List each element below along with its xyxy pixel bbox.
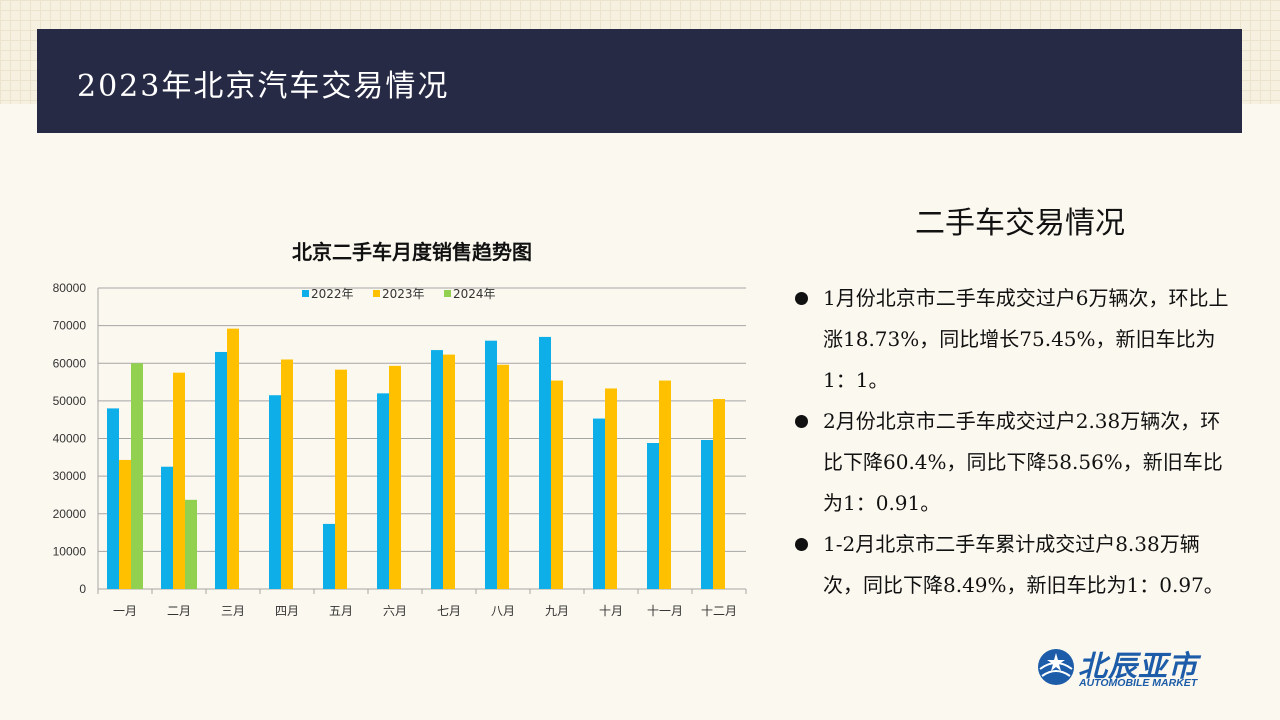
bullet-dot-icon	[795, 415, 808, 428]
bar-2022年	[269, 395, 281, 589]
bar-2023年	[605, 388, 617, 589]
bar-2023年	[173, 372, 185, 589]
x-tick-label: 七月	[437, 604, 461, 618]
bar-2022年	[377, 393, 389, 589]
y-tick-label: 0	[79, 582, 86, 596]
bar-2024年	[131, 363, 143, 589]
x-tick-label: 十二月	[701, 604, 737, 618]
bullet-dot-icon	[795, 292, 808, 305]
company-logo: 北辰亚市 AUTOMOBILE MARKET	[1036, 647, 1211, 691]
bar-2022年	[107, 408, 119, 589]
bar-2022年	[701, 440, 713, 589]
sales-trend-chart: 北京二手车月度销售趋势图 0 10000 20000 30000 40000 50000 60…	[53, 240, 747, 618]
legend-swatch	[373, 290, 380, 297]
bullet-dot-icon	[795, 538, 808, 551]
bar-2023年	[389, 365, 401, 589]
section-title: 二手车交易情况	[915, 206, 1125, 241]
bar-2023年	[497, 364, 509, 589]
globe-logo-icon	[1038, 649, 1074, 685]
y-tick-label: 80000	[53, 281, 87, 295]
bar-2022年	[431, 350, 443, 589]
x-tick-label: 六月	[383, 604, 407, 618]
x-tick-label: 十一月	[647, 604, 683, 618]
y-tick-label: 60000	[53, 356, 87, 370]
bar-2022年	[161, 466, 173, 589]
bar-2024年	[185, 499, 197, 589]
bar-2023年	[551, 380, 563, 589]
bar-2023年	[713, 398, 725, 589]
bar-2022年	[323, 523, 335, 589]
summary-item: 1-2月北京市二手车累计成交过户8.38万辆次，同比下降8.49%，新旧车比为1…	[790, 524, 1230, 606]
x-tick-label: 三月	[221, 604, 245, 618]
summary-text: 1月份北京市二手车成交过户6万辆次，环比上涨18.73%，同比增长75.45%，…	[823, 286, 1229, 392]
legend-label: 2024年	[453, 287, 496, 301]
bar-2023年	[227, 328, 239, 589]
bar-2023年	[335, 369, 347, 589]
y-tick-label: 10000	[53, 544, 87, 558]
logo-name-cn: 北辰亚市	[1078, 649, 1199, 683]
summary-item: 2月份北京市二手车成交过户2.38万辆次，环比下降60.4%，同比下降58.56…	[790, 401, 1230, 524]
bar-2023年	[119, 459, 131, 589]
bar-2022年	[539, 336, 551, 589]
summary-text: 1-2月北京市二手车累计成交过户8.38万辆次，同比下降8.49%，新旧车比为1…	[823, 532, 1224, 597]
bar-2022年	[215, 351, 227, 589]
legend-label: 2022年	[311, 287, 354, 301]
bar-2022年	[485, 340, 497, 589]
x-tick-label: 九月	[545, 604, 569, 618]
header-bar: 2023年北京汽车交易情况	[37, 29, 1242, 133]
legend-swatch	[444, 290, 451, 297]
x-tick-label: 十月	[599, 604, 623, 618]
x-tick-label: 二月	[167, 604, 191, 618]
y-tick-label: 70000	[53, 319, 87, 333]
summary-item: 1月份北京市二手车成交过户6万辆次，环比上涨18.73%，同比增长75.45%，…	[790, 278, 1230, 401]
y-tick-label: 50000	[53, 394, 87, 408]
y-tick-label: 20000	[53, 507, 87, 521]
chart-title: 北京二手车月度销售趋势图	[292, 240, 532, 264]
x-tick-label: 五月	[329, 604, 353, 618]
legend-swatch	[302, 290, 309, 297]
legend-label: 2023年	[382, 287, 425, 301]
bar-2022年	[593, 418, 605, 589]
x-tick-label: 八月	[491, 604, 515, 618]
summary-text: 2月份北京市二手车成交过户2.38万辆次，环比下降60.4%，同比下降58.56…	[823, 409, 1223, 515]
x-tick-label: 一月	[113, 604, 137, 618]
bar-2023年	[443, 354, 455, 589]
y-tick-label: 40000	[53, 432, 87, 446]
page-title: 2023年北京汽车交易情况	[77, 69, 450, 104]
summary-list: 1月份北京市二手车成交过户6万辆次，环比上涨18.73%，同比增长75.45%，…	[790, 278, 1230, 606]
y-tick-label: 30000	[53, 469, 87, 483]
bar-2022年	[647, 443, 659, 589]
bar-2023年	[659, 380, 671, 589]
bar-2023年	[281, 359, 293, 589]
logo-name-en: AUTOMOBILE MARKET	[1079, 677, 1198, 689]
x-tick-label: 四月	[275, 604, 299, 618]
